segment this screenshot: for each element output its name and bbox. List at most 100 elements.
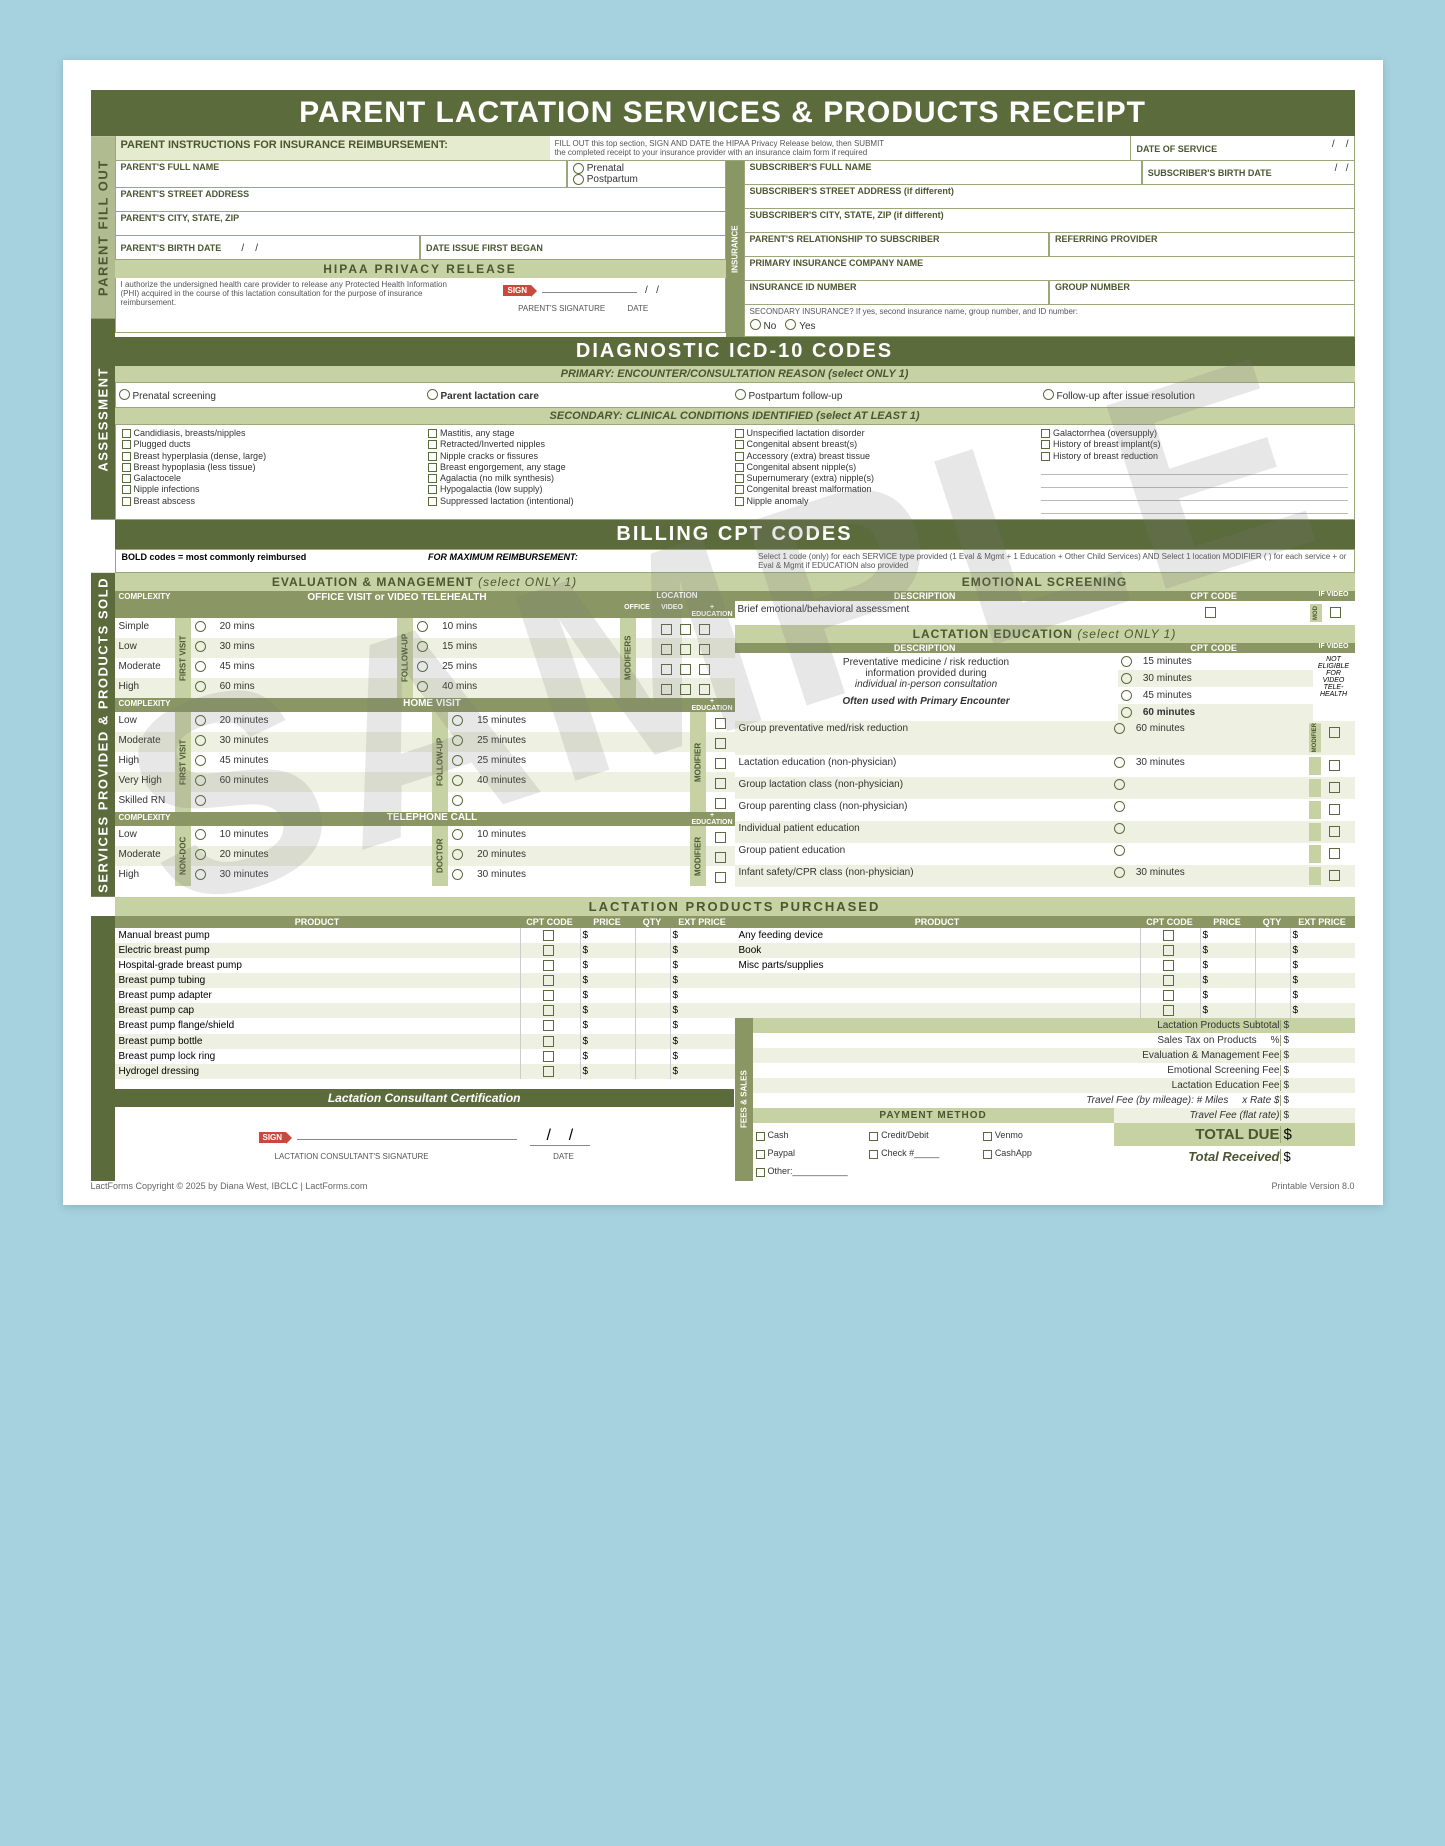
edu-row-radio[interactable] bbox=[1114, 823, 1125, 834]
prod-cpt-check[interactable] bbox=[1163, 990, 1174, 1001]
eval-radio[interactable] bbox=[195, 621, 206, 632]
edu-video-check[interactable] bbox=[1329, 870, 1340, 881]
mod-check[interactable] bbox=[699, 664, 710, 675]
prod-cpt-check[interactable] bbox=[1163, 960, 1174, 971]
mod-check[interactable] bbox=[699, 644, 710, 655]
mod-check[interactable] bbox=[699, 684, 710, 695]
icd-check[interactable] bbox=[428, 429, 437, 438]
mod-check[interactable] bbox=[715, 758, 726, 769]
edu-row-radio[interactable] bbox=[1114, 801, 1125, 812]
eval-radio[interactable] bbox=[195, 869, 206, 880]
icd-check[interactable] bbox=[428, 463, 437, 472]
edu-video-check[interactable] bbox=[1329, 727, 1340, 738]
edu-row-radio[interactable] bbox=[1114, 867, 1125, 878]
icd-primary-2[interactable] bbox=[735, 389, 746, 400]
icd-primary-3[interactable] bbox=[1043, 389, 1054, 400]
eval-radio[interactable] bbox=[195, 715, 206, 726]
eval-radio[interactable] bbox=[452, 775, 463, 786]
prod-cpt-check[interactable] bbox=[543, 990, 554, 1001]
edu-video-check[interactable] bbox=[1329, 848, 1340, 859]
icd-check[interactable] bbox=[735, 497, 744, 506]
eval-radio[interactable] bbox=[195, 641, 206, 652]
icd-check[interactable] bbox=[1041, 452, 1050, 461]
edu-time-radio[interactable] bbox=[1121, 656, 1132, 667]
mod-check[interactable] bbox=[715, 852, 726, 863]
mod-check[interactable] bbox=[715, 738, 726, 749]
eval-radio[interactable] bbox=[452, 755, 463, 766]
prod-cpt-check[interactable] bbox=[1163, 975, 1174, 986]
prod-cpt-check[interactable] bbox=[543, 1036, 554, 1047]
icd-check[interactable] bbox=[122, 463, 131, 472]
prenatal-radio[interactable] bbox=[573, 163, 584, 174]
edu-video-check[interactable] bbox=[1329, 782, 1340, 793]
payment-check[interactable] bbox=[756, 1150, 765, 1159]
mod-check[interactable] bbox=[680, 624, 691, 635]
edu-time-radio[interactable] bbox=[1121, 673, 1132, 684]
mod-check[interactable] bbox=[715, 778, 726, 789]
eval-radio[interactable] bbox=[452, 715, 463, 726]
prod-cpt-check[interactable] bbox=[543, 945, 554, 956]
prod-cpt-check[interactable] bbox=[543, 1051, 554, 1062]
prod-cpt-check[interactable] bbox=[1163, 1005, 1174, 1016]
eval-radio[interactable] bbox=[195, 829, 206, 840]
edu-row-radio[interactable] bbox=[1114, 723, 1125, 734]
mod-check[interactable] bbox=[715, 718, 726, 729]
icd-check[interactable] bbox=[122, 440, 131, 449]
icd-check[interactable] bbox=[735, 485, 744, 494]
icd-check[interactable] bbox=[428, 497, 437, 506]
prod-cpt-check[interactable] bbox=[543, 930, 554, 941]
mod-check[interactable] bbox=[661, 624, 672, 635]
mod-check[interactable] bbox=[680, 664, 691, 675]
icd-check[interactable] bbox=[428, 474, 437, 483]
icd-check[interactable] bbox=[122, 474, 131, 483]
edu-video-check[interactable] bbox=[1329, 826, 1340, 837]
eval-radio[interactable] bbox=[195, 681, 206, 692]
edu-row-radio[interactable] bbox=[1114, 757, 1125, 768]
payment-check[interactable] bbox=[756, 1168, 765, 1177]
payment-check[interactable] bbox=[756, 1132, 765, 1141]
eval-radio[interactable] bbox=[195, 735, 206, 746]
mod-check[interactable] bbox=[661, 664, 672, 675]
icd-primary-1[interactable] bbox=[427, 389, 438, 400]
eval-radio[interactable] bbox=[195, 775, 206, 786]
icd-check[interactable] bbox=[428, 452, 437, 461]
prod-cpt-check[interactable] bbox=[543, 960, 554, 971]
secondary-no[interactable] bbox=[750, 319, 761, 330]
icd-check[interactable] bbox=[428, 485, 437, 494]
payment-check[interactable] bbox=[983, 1132, 992, 1141]
eval-radio[interactable] bbox=[417, 641, 428, 652]
mod-check[interactable] bbox=[699, 624, 710, 635]
icd-check[interactable] bbox=[122, 497, 131, 506]
prod-cpt-check[interactable] bbox=[1163, 945, 1174, 956]
mod-check[interactable] bbox=[680, 644, 691, 655]
mod-check[interactable] bbox=[661, 684, 672, 695]
prod-cpt-check[interactable] bbox=[543, 1020, 554, 1031]
eval-radio[interactable] bbox=[417, 621, 428, 632]
payment-check[interactable] bbox=[869, 1150, 878, 1159]
prod-cpt-check[interactable] bbox=[543, 975, 554, 986]
payment-check[interactable] bbox=[869, 1132, 878, 1141]
edu-time-radio[interactable] bbox=[1121, 707, 1132, 718]
mod-check[interactable] bbox=[680, 684, 691, 695]
prod-cpt-check[interactable] bbox=[543, 1005, 554, 1016]
edu-time-radio[interactable] bbox=[1121, 690, 1132, 701]
icd-check[interactable] bbox=[1041, 429, 1050, 438]
icd-check[interactable] bbox=[1041, 440, 1050, 449]
postpartum-radio[interactable] bbox=[573, 174, 584, 185]
icd-check[interactable] bbox=[735, 440, 744, 449]
icd-check[interactable] bbox=[122, 485, 131, 494]
mod-check[interactable] bbox=[715, 832, 726, 843]
eval-radio[interactable] bbox=[452, 869, 463, 880]
eval-radio[interactable] bbox=[452, 735, 463, 746]
icd-primary-0[interactable] bbox=[119, 389, 130, 400]
edu-row-radio[interactable] bbox=[1114, 779, 1125, 790]
icd-check[interactable] bbox=[735, 429, 744, 438]
icd-check[interactable] bbox=[735, 452, 744, 461]
secondary-yes[interactable] bbox=[785, 319, 796, 330]
eval-radio[interactable] bbox=[195, 849, 206, 860]
icd-check[interactable] bbox=[735, 474, 744, 483]
eval-radio[interactable] bbox=[417, 681, 428, 692]
eval-radio[interactable] bbox=[417, 661, 428, 672]
mod-check[interactable] bbox=[715, 798, 726, 809]
prod-cpt-check[interactable] bbox=[1163, 930, 1174, 941]
